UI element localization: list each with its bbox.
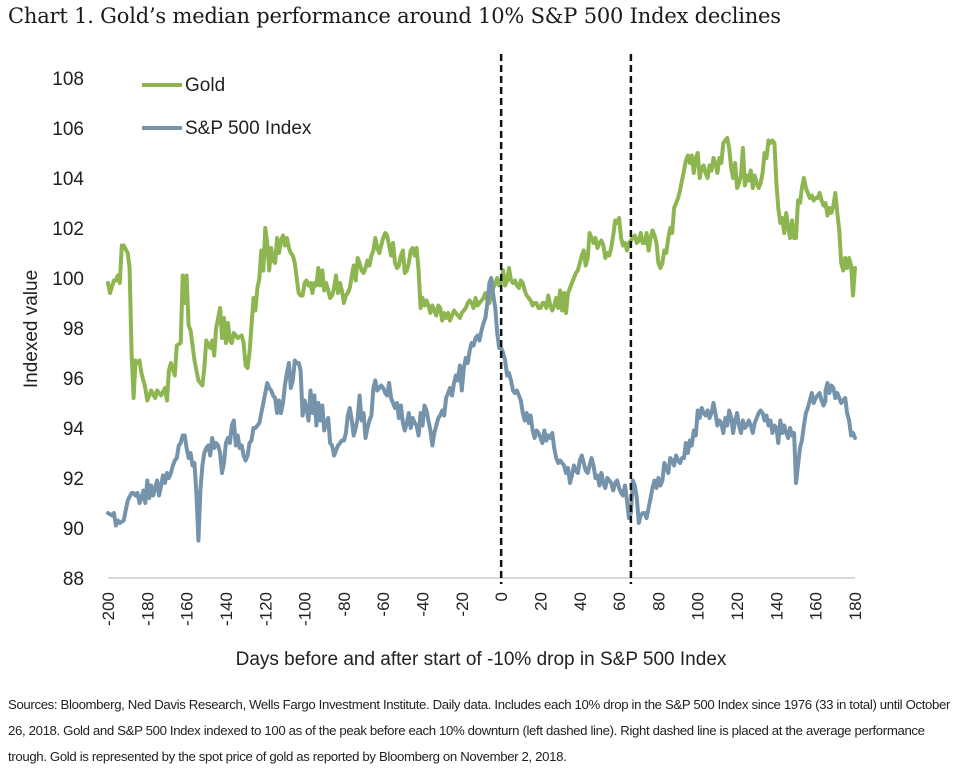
- x-tick-label: 60: [610, 592, 629, 611]
- x-tick-label: -160: [178, 592, 197, 626]
- x-tick-label: 120: [728, 592, 747, 620]
- y-tick-label: 102: [52, 219, 84, 240]
- y-tick-label: 90: [63, 519, 84, 540]
- x-tick-label: 0: [492, 592, 511, 601]
- legend-label-sp500: S&P 500 Index: [185, 118, 312, 139]
- x-tick-label: -200: [99, 592, 118, 626]
- legend-item-gold: Gold: [142, 75, 225, 96]
- y-tick-label: 106: [52, 119, 84, 140]
- series-line-s-p-500-index: [106, 276, 857, 543]
- x-tick-label: 160: [807, 592, 826, 620]
- y-tick-label: 108: [52, 69, 84, 90]
- legend-item-sp500: S&P 500 Index: [142, 118, 312, 139]
- source-note: Sources: Bloomberg, Ned Davis Research, …: [8, 697, 951, 764]
- y-axis-ticks: 88 90 92 94 96 98 100 102 104 106 108: [52, 69, 84, 590]
- y-tick-label: 88: [63, 569, 84, 590]
- x-tick-label: 140: [767, 592, 786, 620]
- y-axis-label: Indexed value: [21, 270, 42, 388]
- x-tick-label: -100: [296, 592, 315, 626]
- y-tick-label: 94: [63, 419, 85, 440]
- y-tick-label: 104: [52, 169, 84, 190]
- x-tick-label: -120: [256, 592, 275, 626]
- x-tick-label: 100: [689, 592, 708, 620]
- y-tick-label: 96: [63, 369, 84, 390]
- x-tick-label: -140: [217, 592, 236, 626]
- x-tick-label: 40: [571, 592, 590, 611]
- series-layer: [106, 136, 857, 543]
- x-axis-label: Days before and after start of -10% drop…: [236, 649, 727, 670]
- x-axis-ticks: -200 -180 -160 -140 -120 -100 -80 -60 -40 -20 0 20 4…: [99, 592, 865, 626]
- x-tick-label: -80: [335, 592, 354, 617]
- series-line-gold: [106, 136, 857, 403]
- chart-title: Chart 1. Gold’s median performance aroun…: [8, 4, 781, 28]
- y-tick-label: 92: [63, 469, 84, 490]
- legend: Gold S&P 500 Index: [142, 75, 312, 139]
- x-tick-label: 180: [846, 592, 865, 620]
- x-tick-label: -180: [138, 592, 157, 626]
- y-tick-label: 100: [52, 269, 84, 290]
- y-tick-label: 98: [63, 319, 84, 340]
- x-tick-label: -40: [414, 592, 433, 617]
- x-tick-label: 80: [649, 592, 668, 611]
- legend-label-gold: Gold: [185, 75, 225, 96]
- x-tick-label: 20: [531, 592, 550, 611]
- reference-lines: [499, 54, 633, 584]
- x-tick-label: -60: [374, 592, 393, 617]
- x-tick-label: -20: [453, 592, 472, 617]
